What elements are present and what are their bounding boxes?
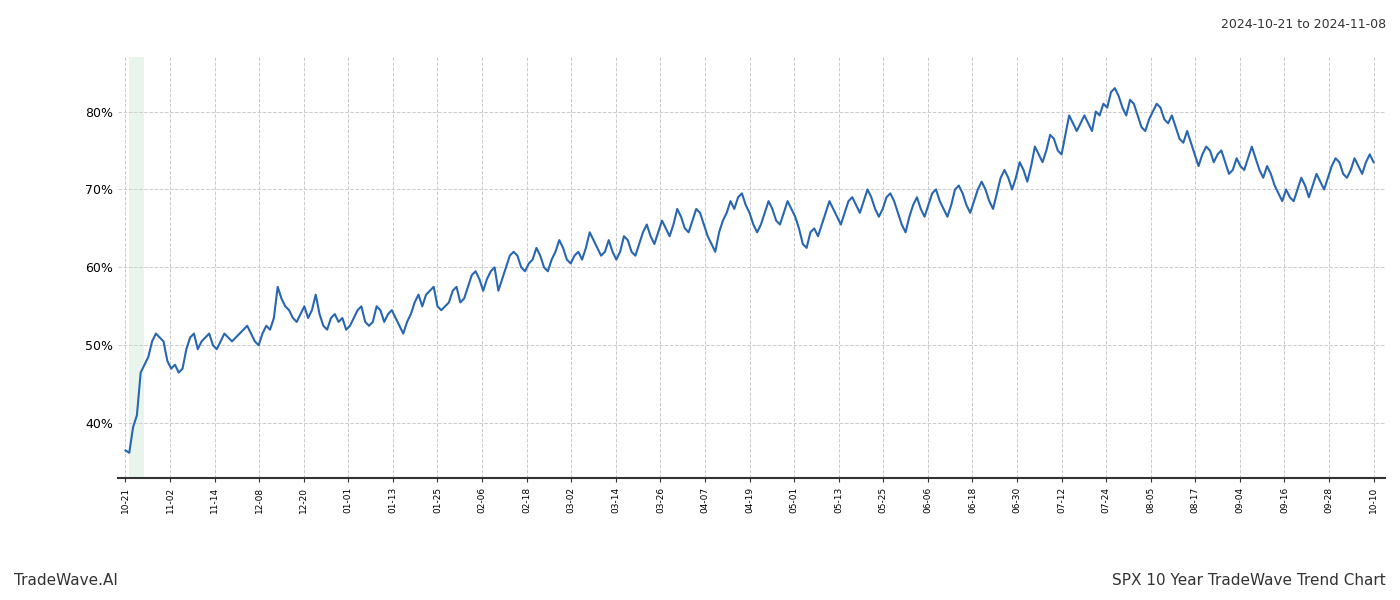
Text: 2024-10-21 to 2024-11-08: 2024-10-21 to 2024-11-08 xyxy=(1221,18,1386,31)
Text: SPX 10 Year TradeWave Trend Chart: SPX 10 Year TradeWave Trend Chart xyxy=(1112,573,1386,588)
Bar xyxy=(129,57,144,478)
Text: TradeWave.AI: TradeWave.AI xyxy=(14,573,118,588)
